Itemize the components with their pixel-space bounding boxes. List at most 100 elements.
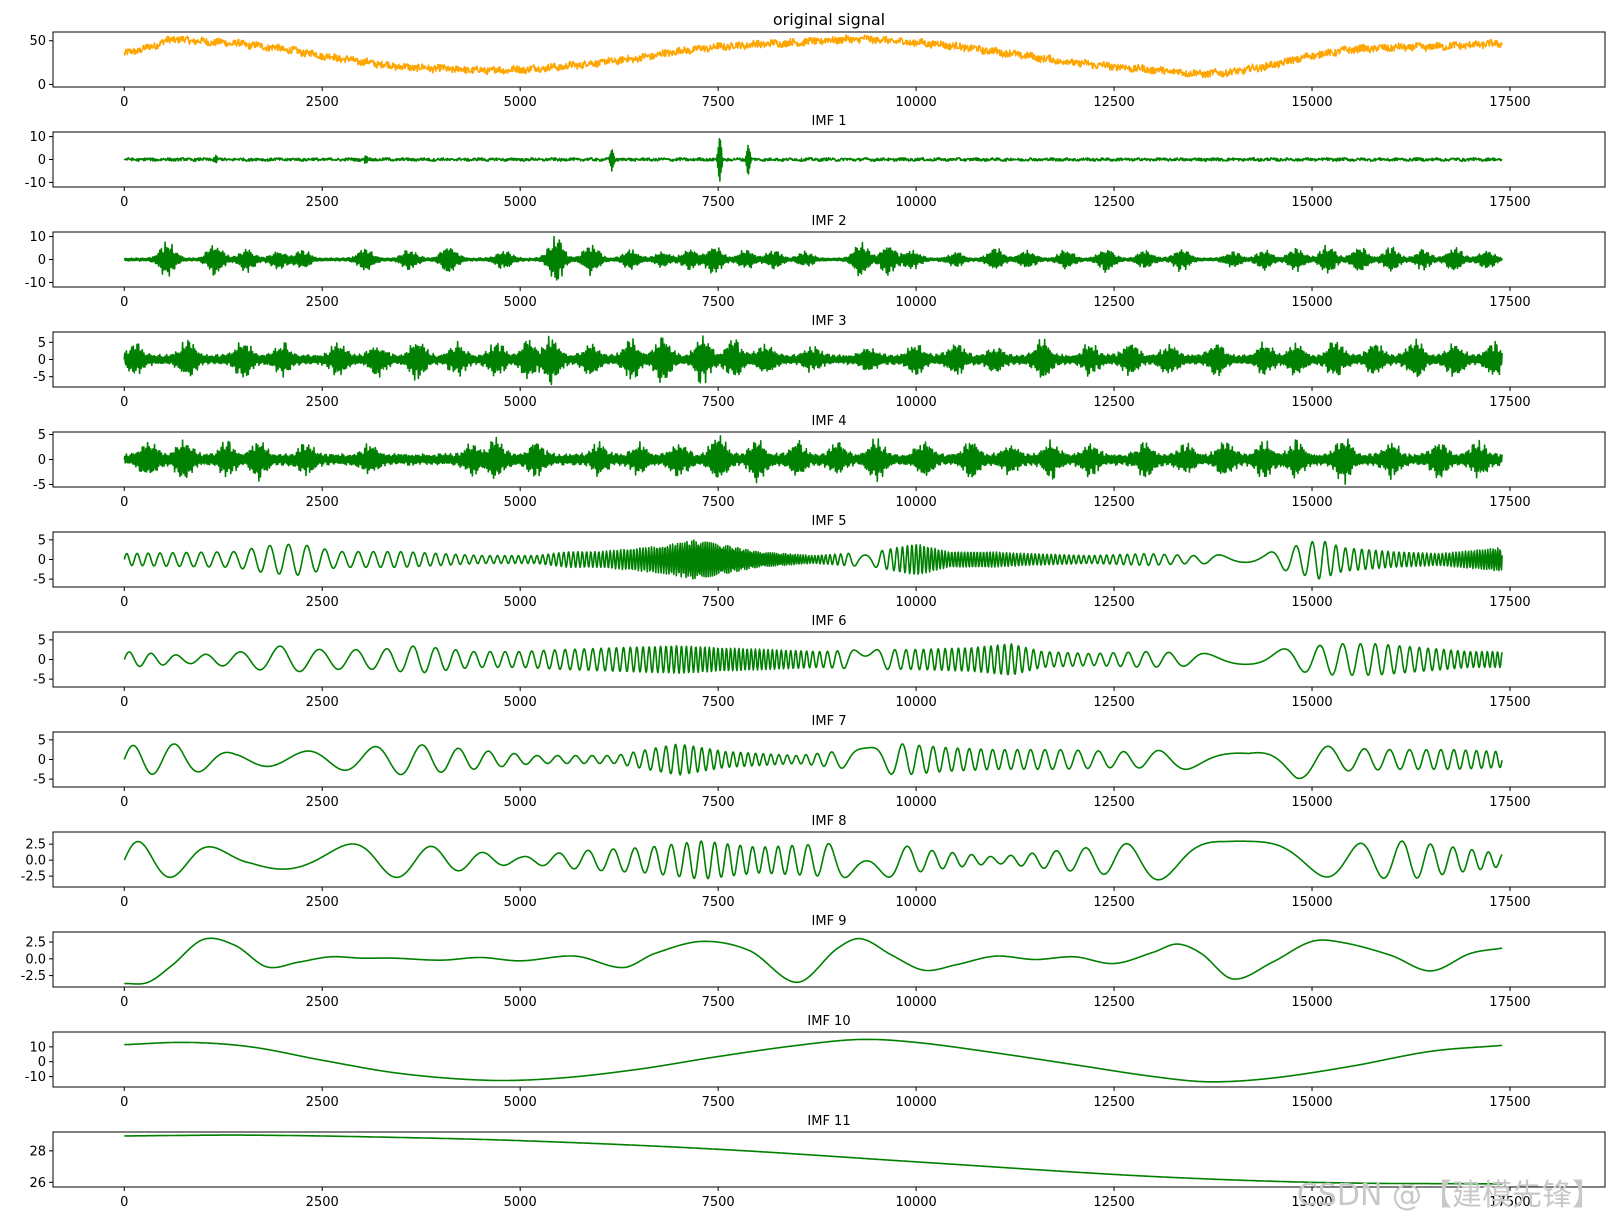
x-tick-label: 2500 [306, 195, 339, 210]
subplot-panel: IMF 11 0 2500 5000 7500 10000 12500 15000 17500 2… [29, 1114, 1606, 1210]
x-tick-label: 5000 [504, 795, 537, 810]
x-tick-label: 15000 [1291, 195, 1332, 210]
x-tick-label: 17500 [1489, 395, 1530, 410]
axes-frame [52, 1031, 1606, 1088]
x-tick-label: 0 [120, 495, 128, 510]
subplot-panel: original signal 0 2500 5000 7500 10000 12500 15… [29, 10, 1606, 110]
x-tick-label: 12500 [1093, 495, 1134, 510]
subplot-title: IMF 10 [807, 1014, 850, 1029]
x-tick-label: 10000 [895, 295, 936, 310]
y-tick-label: -10 [25, 176, 46, 191]
axes-frame [52, 831, 1606, 888]
x-tick-label: 17500 [1489, 595, 1530, 610]
y-tick-label: 0 [38, 453, 46, 468]
x-tick-label: 15000 [1291, 395, 1332, 410]
x-tick-label: 2500 [306, 595, 339, 610]
x-tick-label: 2500 [306, 1095, 339, 1110]
subplot-panel: IMF 10 0 2500 5000 7500 10000 12500 15000 17500 -… [25, 1014, 1606, 1110]
x-tick-label: 2500 [306, 295, 339, 310]
x-tick-label: 12500 [1093, 95, 1134, 110]
x-tick-label: 10000 [895, 495, 936, 510]
x-tick-label: 10000 [895, 1095, 936, 1110]
subplot-panel: IMF 3 0 2500 5000 7500 10000 12500 15000 17500 -5… [33, 314, 1606, 410]
subplot-title: IMF 8 [812, 814, 847, 829]
y-tick-label: 0.0 [25, 854, 46, 869]
x-tick-label: 17500 [1489, 195, 1530, 210]
y-tick-label: 2.5 [25, 838, 46, 853]
subplot-panel: IMF 7 0 2500 5000 7500 10000 12500 15000 17500 -5… [33, 714, 1606, 810]
subplot-title: IMF 2 [812, 214, 847, 229]
x-tick-label: 7500 [702, 1195, 735, 1210]
x-tick-label: 12500 [1093, 695, 1134, 710]
x-tick-label: 10000 [895, 795, 936, 810]
x-tick-label: 7500 [702, 95, 735, 110]
x-tick-label: 10000 [895, 195, 936, 210]
y-tick-label: 0 [38, 1055, 46, 1070]
x-tick-label: 7500 [702, 795, 735, 810]
subplot-title: original signal [773, 10, 885, 29]
x-tick-label: 15000 [1291, 795, 1332, 810]
x-tick-label: 7500 [702, 895, 735, 910]
x-tick-label: 0 [120, 95, 128, 110]
y-tick-label: 28 [29, 1144, 46, 1159]
y-tick-label: -2.5 [21, 969, 46, 984]
x-tick-label: 2500 [306, 695, 339, 710]
x-tick-label: 17500 [1489, 695, 1530, 710]
subplot-title: IMF 5 [812, 514, 847, 529]
series-line [123, 743, 1503, 780]
x-tick-label: 5000 [504, 1195, 537, 1210]
x-tick-label: 0 [120, 1095, 128, 1110]
y-tick-label: 0 [38, 153, 46, 168]
x-tick-label: 10000 [895, 995, 936, 1010]
subplot-panel: IMF 6 0 2500 5000 7500 10000 12500 15000 17500 -5… [33, 614, 1606, 710]
x-tick-label: 5000 [504, 595, 537, 610]
subplot-panel: IMF 8 0 2500 5000 7500 10000 12500 15000 17500 -2… [21, 814, 1606, 910]
series-line [123, 840, 1503, 881]
y-tick-label: 5 [38, 336, 46, 351]
x-tick-label: 17500 [1489, 495, 1530, 510]
subplot-panel: IMF 5 0 2500 5000 7500 10000 12500 15000 17500 -5… [33, 514, 1606, 610]
x-tick-label: 12500 [1093, 995, 1134, 1010]
x-tick-label: 0 [120, 395, 128, 410]
x-tick-label: 7500 [702, 195, 735, 210]
x-tick-label: 2500 [306, 395, 339, 410]
x-tick-label: 7500 [702, 1095, 735, 1110]
x-tick-label: 7500 [702, 695, 735, 710]
x-tick-label: 17500 [1489, 1095, 1530, 1110]
y-tick-label: 0 [38, 78, 46, 93]
x-tick-label: 0 [120, 595, 128, 610]
series-line [123, 335, 1503, 386]
x-tick-label: 7500 [702, 995, 735, 1010]
x-tick-label: 2500 [306, 995, 339, 1010]
x-tick-label: 12500 [1093, 1195, 1134, 1210]
watermark-text: CSDN @【建模先锋】 [1297, 1178, 1602, 1213]
subplot-title: IMF 3 [812, 314, 847, 329]
x-tick-label: 0 [120, 295, 128, 310]
y-tick-label: 26 [29, 1176, 46, 1191]
x-tick-label: 7500 [702, 395, 735, 410]
y-tick-label: 5 [38, 733, 46, 748]
series-line [123, 235, 1503, 281]
x-tick-label: 10000 [895, 395, 936, 410]
y-tick-label: 10 [29, 1040, 46, 1055]
x-tick-label: 10000 [895, 1195, 936, 1210]
y-tick-label: 5 [38, 428, 46, 443]
y-tick-label: 2.5 [25, 936, 46, 951]
y-tick-label: -5 [33, 673, 46, 688]
x-tick-label: 0 [120, 895, 128, 910]
series-line [123, 435, 1503, 485]
y-tick-label: 0 [38, 553, 46, 568]
x-tick-label: 15000 [1291, 295, 1332, 310]
series-line [123, 643, 1503, 676]
y-tick-label: 0.0 [25, 952, 46, 967]
x-tick-label: 10000 [895, 695, 936, 710]
x-tick-label: 17500 [1489, 295, 1530, 310]
x-tick-label: 12500 [1093, 1095, 1134, 1110]
axes-frame [52, 1131, 1606, 1188]
y-tick-label: -5 [33, 573, 46, 588]
x-tick-label: 5000 [504, 395, 537, 410]
x-tick-label: 17500 [1489, 995, 1530, 1010]
y-tick-label: 0 [38, 353, 46, 368]
